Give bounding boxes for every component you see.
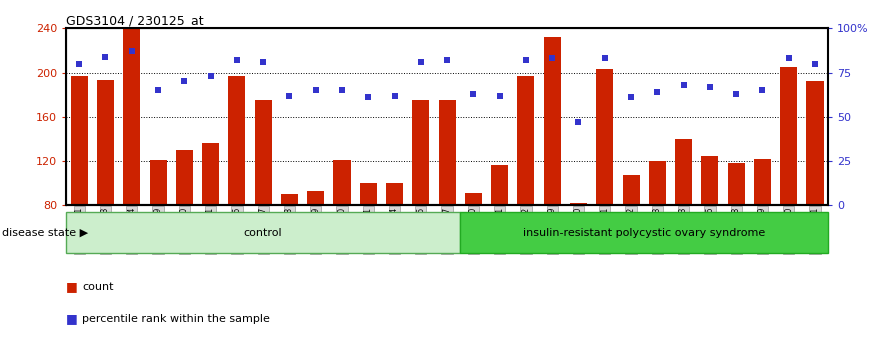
Point	[388, 93, 402, 98]
Bar	[806, 81, 824, 205]
Point	[519, 57, 533, 63]
Bar	[359, 183, 377, 205]
Point	[466, 91, 480, 97]
Point	[781, 56, 796, 61]
Point	[125, 48, 139, 54]
Bar	[544, 37, 561, 205]
Point	[335, 87, 349, 93]
Bar	[675, 139, 692, 205]
Bar	[460, 212, 828, 253]
Point	[99, 54, 113, 59]
Text: disease state ▶: disease state ▶	[2, 228, 88, 238]
Text: control: control	[244, 228, 283, 238]
Bar	[386, 183, 403, 205]
Point	[808, 61, 822, 67]
Bar	[570, 203, 587, 205]
Point	[151, 87, 165, 93]
Bar	[517, 76, 535, 205]
Bar	[123, 28, 140, 205]
Bar	[281, 194, 298, 205]
Text: percentile rank within the sample: percentile rank within the sample	[82, 314, 270, 324]
Bar	[97, 80, 114, 205]
Bar	[648, 161, 666, 205]
Text: GDS3104 / 230125_at: GDS3104 / 230125_at	[66, 14, 204, 27]
Bar	[728, 163, 744, 205]
Text: count: count	[82, 282, 114, 292]
Bar	[412, 100, 429, 205]
Point	[650, 89, 664, 95]
Bar	[781, 67, 797, 205]
Point	[624, 95, 638, 100]
Point	[414, 59, 428, 65]
Point	[703, 84, 717, 90]
Point	[283, 93, 297, 98]
Text: ■: ■	[66, 312, 82, 325]
Point	[308, 87, 322, 93]
Bar	[228, 76, 246, 205]
Text: insulin-resistant polycystic ovary syndrome: insulin-resistant polycystic ovary syndr…	[523, 228, 766, 238]
Bar	[66, 212, 460, 253]
Bar	[333, 160, 351, 205]
Bar	[255, 100, 271, 205]
Bar	[754, 159, 771, 205]
Point	[755, 87, 769, 93]
Bar	[465, 193, 482, 205]
Text: ■: ■	[66, 280, 82, 293]
Bar	[439, 100, 455, 205]
Point	[256, 59, 270, 65]
Bar	[623, 176, 640, 205]
Bar	[307, 191, 324, 205]
Point	[204, 73, 218, 79]
Point	[361, 95, 375, 100]
Bar	[150, 160, 167, 205]
Point	[729, 91, 744, 97]
Point	[230, 57, 244, 63]
Point	[177, 79, 191, 84]
Point	[572, 119, 586, 125]
Bar	[176, 150, 193, 205]
Bar	[202, 143, 219, 205]
Bar	[70, 76, 88, 205]
Bar	[701, 155, 718, 205]
Point	[492, 93, 507, 98]
Point	[440, 57, 455, 63]
Point	[72, 61, 86, 67]
Point	[545, 56, 559, 61]
Bar	[491, 166, 508, 205]
Bar	[596, 69, 613, 205]
Point	[597, 56, 611, 61]
Point	[677, 82, 691, 88]
